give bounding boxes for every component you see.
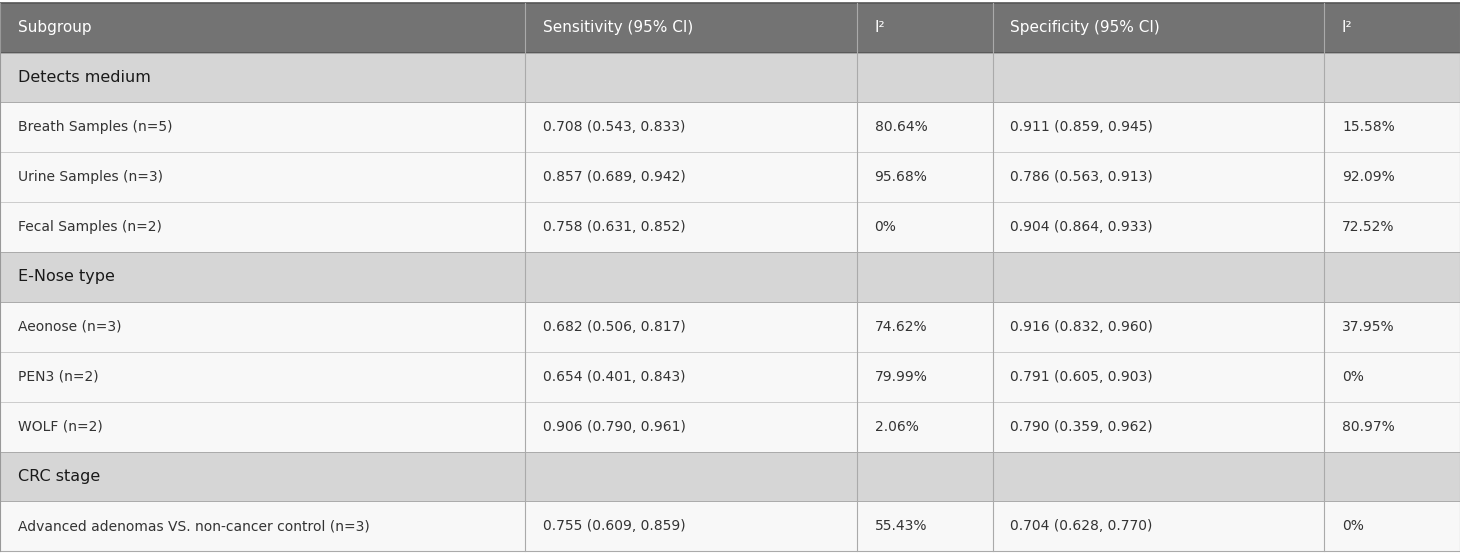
Text: Specificity (95% CI): Specificity (95% CI) — [1010, 20, 1159, 35]
Text: PEN3 (n=2): PEN3 (n=2) — [18, 370, 98, 384]
Text: Subgroup: Subgroup — [18, 20, 91, 35]
Text: 95.68%: 95.68% — [875, 170, 927, 184]
Bar — [0, 402, 1460, 452]
Text: 0.755 (0.609, 0.859): 0.755 (0.609, 0.859) — [543, 519, 685, 534]
Text: 0.904 (0.864, 0.933): 0.904 (0.864, 0.933) — [1010, 220, 1153, 234]
Bar — [0, 202, 1460, 252]
Text: 0.791 (0.605, 0.903): 0.791 (0.605, 0.903) — [1010, 370, 1153, 384]
Text: 2.06%: 2.06% — [875, 419, 918, 434]
Text: 15.58%: 15.58% — [1342, 120, 1394, 135]
Text: Urine Samples (n=3): Urine Samples (n=3) — [18, 170, 162, 184]
Text: E-Nose type: E-Nose type — [18, 269, 114, 285]
Bar — [0, 352, 1460, 402]
Text: 72.52%: 72.52% — [1342, 220, 1394, 234]
Text: 0.911 (0.859, 0.945): 0.911 (0.859, 0.945) — [1010, 120, 1153, 135]
Text: 0%: 0% — [1342, 370, 1364, 384]
Text: 0.708 (0.543, 0.833): 0.708 (0.543, 0.833) — [543, 120, 685, 135]
Text: 0%: 0% — [875, 220, 896, 234]
Text: 0.857 (0.689, 0.942): 0.857 (0.689, 0.942) — [543, 170, 685, 184]
Text: 74.62%: 74.62% — [875, 320, 927, 334]
Text: Aeonose (n=3): Aeonose (n=3) — [18, 320, 121, 334]
Text: I²: I² — [1342, 20, 1352, 35]
Text: I²: I² — [875, 20, 885, 35]
Text: 0.906 (0.790, 0.961): 0.906 (0.790, 0.961) — [543, 419, 686, 434]
Text: 0.916 (0.832, 0.960): 0.916 (0.832, 0.960) — [1010, 320, 1153, 334]
Bar — [0, 53, 1460, 102]
Text: 37.95%: 37.95% — [1342, 320, 1394, 334]
Text: 0.682 (0.506, 0.817): 0.682 (0.506, 0.817) — [543, 320, 685, 334]
Bar — [0, 452, 1460, 501]
Bar — [0, 252, 1460, 302]
Text: WOLF (n=2): WOLF (n=2) — [18, 419, 102, 434]
Text: Sensitivity (95% CI): Sensitivity (95% CI) — [543, 20, 694, 35]
Text: 0.654 (0.401, 0.843): 0.654 (0.401, 0.843) — [543, 370, 685, 384]
Text: 0.758 (0.631, 0.852): 0.758 (0.631, 0.852) — [543, 220, 685, 234]
Text: Breath Samples (n=5): Breath Samples (n=5) — [18, 120, 172, 135]
Bar — [0, 3, 1460, 53]
Text: Advanced adenomas VS. non-cancer control (n=3): Advanced adenomas VS. non-cancer control… — [18, 519, 369, 534]
Text: 0.786 (0.563, 0.913): 0.786 (0.563, 0.913) — [1010, 170, 1153, 184]
Text: 80.97%: 80.97% — [1342, 419, 1394, 434]
Text: Detects medium: Detects medium — [18, 70, 150, 85]
Bar — [0, 152, 1460, 202]
Bar — [0, 501, 1460, 551]
Bar — [0, 102, 1460, 152]
Text: 0%: 0% — [1342, 519, 1364, 534]
Text: 0.790 (0.359, 0.962): 0.790 (0.359, 0.962) — [1010, 419, 1153, 434]
Text: 92.09%: 92.09% — [1342, 170, 1394, 184]
Text: 79.99%: 79.99% — [875, 370, 927, 384]
Text: 0.704 (0.628, 0.770): 0.704 (0.628, 0.770) — [1010, 519, 1152, 534]
Text: 55.43%: 55.43% — [875, 519, 927, 534]
Text: CRC stage: CRC stage — [18, 469, 99, 484]
Text: Fecal Samples (n=2): Fecal Samples (n=2) — [18, 220, 162, 234]
Bar — [0, 302, 1460, 352]
Text: 80.64%: 80.64% — [875, 120, 927, 135]
